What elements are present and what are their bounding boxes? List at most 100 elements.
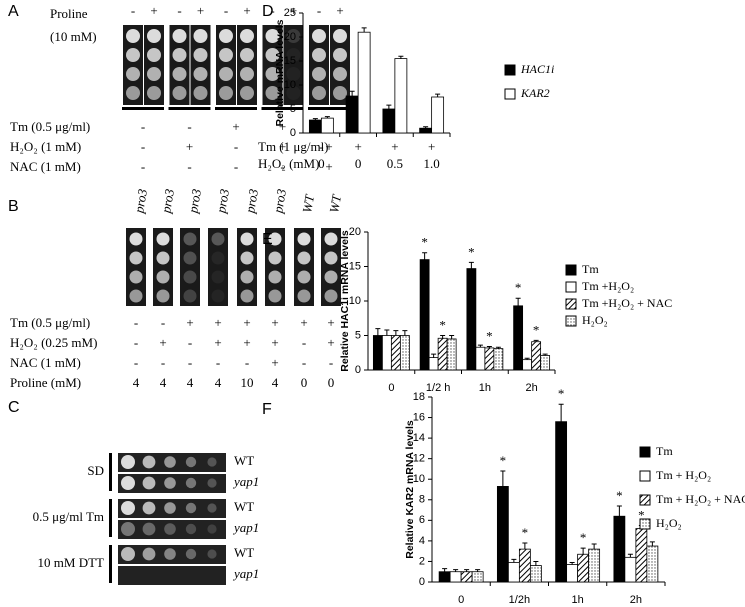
bar <box>613 515 626 583</box>
colony-spot <box>211 289 225 303</box>
strain-label: pro3 <box>158 187 177 215</box>
plate <box>126 228 146 306</box>
error-bar <box>375 328 381 336</box>
colony-spot <box>147 48 161 62</box>
condition-value: + <box>327 315 334 330</box>
bar <box>555 421 568 583</box>
colony-spot <box>129 270 143 284</box>
condition-value: - <box>329 355 333 370</box>
condition-value: - <box>161 315 165 330</box>
legend-swatch <box>639 470 651 482</box>
colony-spot <box>240 251 254 265</box>
bar <box>475 346 486 371</box>
colony-spot <box>286 86 301 100</box>
colony-spot <box>142 501 156 515</box>
colony-spot <box>129 289 143 303</box>
condition-value: + <box>271 355 278 370</box>
panel-letter: C <box>8 399 20 416</box>
plate <box>144 25 164 105</box>
condition-value: + <box>325 139 332 154</box>
bar <box>522 359 533 371</box>
legend-label: Tm + H₂O₂ + NAC <box>656 492 745 506</box>
header-sub: (10 mM) <box>50 29 97 44</box>
colony-spot <box>185 523 197 535</box>
plate <box>123 25 143 105</box>
bar <box>624 556 637 583</box>
error-bar <box>442 568 448 572</box>
condition-value: 4 <box>133 375 140 390</box>
bar <box>431 96 445 134</box>
condition-value: - <box>302 355 306 370</box>
plate-row <box>118 566 226 585</box>
error-bar <box>533 560 539 566</box>
colony-spot <box>240 67 254 81</box>
condition-value: + <box>325 159 332 174</box>
colony-spot <box>142 547 156 561</box>
colony-spot <box>211 251 225 265</box>
y-tick-label: 10 <box>349 295 361 307</box>
colony-spot <box>219 48 233 62</box>
bar <box>394 58 408 134</box>
significance-mark: * <box>522 525 529 540</box>
bar <box>460 571 473 583</box>
bar <box>484 347 495 371</box>
colony-spot <box>207 503 217 513</box>
colony-spot <box>240 86 254 100</box>
colony-spot <box>324 232 338 246</box>
colony-spot <box>265 86 280 100</box>
significance-mark: * <box>421 235 428 250</box>
colony-spot <box>121 501 135 515</box>
error-bar <box>361 27 367 33</box>
column-label: - <box>270 3 274 18</box>
condition-value: 0 <box>355 156 362 171</box>
strain-label: WT <box>234 499 254 514</box>
bar <box>437 337 448 371</box>
bar <box>320 117 334 134</box>
colony-spot <box>211 270 225 284</box>
colony-spot <box>207 478 217 488</box>
plate <box>237 228 257 306</box>
colony-spot <box>126 29 140 43</box>
colony-spot <box>312 86 326 100</box>
colony-spot <box>207 549 217 559</box>
x-tick-label: 1/2 h <box>426 382 450 394</box>
condition-value: - <box>234 139 238 154</box>
condition-value: - <box>187 119 191 134</box>
error-bar <box>440 335 446 339</box>
legend-swatch <box>565 298 577 310</box>
condition-value: + <box>232 119 239 134</box>
colony-spot <box>183 251 197 265</box>
colony-spot <box>268 270 282 284</box>
colony-spot <box>193 86 208 100</box>
plate <box>309 25 329 105</box>
y-tick-label: 18 <box>413 391 425 403</box>
error-bar <box>449 335 455 339</box>
error-bar <box>591 543 597 550</box>
y-tick-label: 0 <box>355 364 361 376</box>
colony-spot <box>268 251 282 265</box>
condition-value: - <box>141 159 145 174</box>
colony-spot <box>324 289 338 303</box>
error-bar <box>475 569 481 572</box>
condition-value: 0 <box>328 375 335 390</box>
condition-value: + <box>186 139 193 154</box>
y-tick-label: 0 <box>419 576 425 588</box>
panel-letter: D <box>262 3 274 20</box>
error-bar <box>569 561 575 565</box>
colony-spot <box>183 232 197 246</box>
error-bar <box>542 353 548 356</box>
error-bar <box>486 346 492 348</box>
bar <box>357 31 371 134</box>
error-bar <box>522 542 528 550</box>
plate-base <box>215 107 257 110</box>
bar <box>419 127 433 134</box>
y-tick-label: 0 <box>290 127 296 139</box>
condition-label: Tm (1 μg/ml) <box>258 139 329 154</box>
condition-value: + <box>279 139 286 154</box>
colony-spot <box>240 232 254 246</box>
condition-value: 0.5 <box>387 156 403 171</box>
error-bar <box>324 116 330 119</box>
colony-spot <box>126 67 140 81</box>
bar <box>531 341 542 371</box>
colony-spot <box>219 67 233 81</box>
